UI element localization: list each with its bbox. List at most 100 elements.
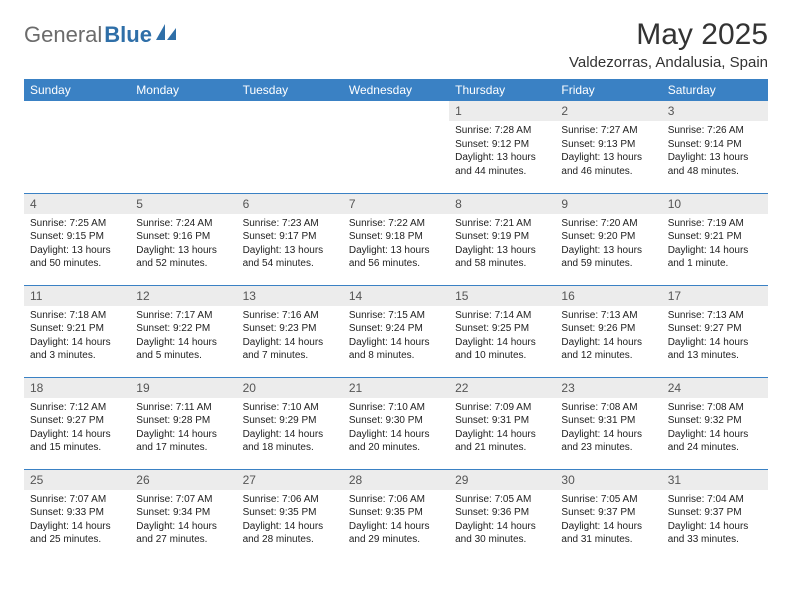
sunset-line: Sunset: 9:12 PM [455, 138, 549, 152]
sunset-line: Sunset: 9:15 PM [30, 230, 124, 244]
sunset-line: Sunset: 9:17 PM [243, 230, 337, 244]
sunset-line: Sunset: 9:34 PM [136, 506, 230, 520]
day-of-week-header: Thursday [449, 79, 555, 101]
day-cell: 3Sunrise: 7:26 AMSunset: 9:14 PMDaylight… [662, 101, 768, 193]
logo: General Blue [24, 22, 176, 48]
daylight-line: Daylight: 14 hours and 28 minutes. [243, 520, 337, 547]
day-number: 9 [555, 194, 661, 214]
week-row: 4Sunrise: 7:25 AMSunset: 9:15 PMDaylight… [24, 193, 768, 285]
day-cell: 7Sunrise: 7:22 AMSunset: 9:18 PMDaylight… [343, 193, 449, 285]
day-cell: 11Sunrise: 7:18 AMSunset: 9:21 PMDayligh… [24, 285, 130, 377]
daylight-line: Daylight: 14 hours and 33 minutes. [668, 520, 762, 547]
daylight-line: Daylight: 14 hours and 31 minutes. [561, 520, 655, 547]
day-body: Sunrise: 7:20 AMSunset: 9:20 PMDaylight:… [555, 214, 661, 275]
day-number: 12 [130, 286, 236, 306]
day-number: 22 [449, 378, 555, 398]
title-block: May 2025 Valdezorras, Andalusia, Spain [569, 18, 768, 71]
sunrise-line: Sunrise: 7:13 AM [668, 309, 762, 323]
day-cell: 8Sunrise: 7:21 AMSunset: 9:19 PMDaylight… [449, 193, 555, 285]
sunset-line: Sunset: 9:27 PM [668, 322, 762, 336]
sunrise-line: Sunrise: 7:06 AM [349, 493, 443, 507]
day-of-week-header: Tuesday [237, 79, 343, 101]
calendar-body: 1Sunrise: 7:28 AMSunset: 9:12 PMDaylight… [24, 101, 768, 561]
daylight-line: Daylight: 14 hours and 27 minutes. [136, 520, 230, 547]
sunrise-line: Sunrise: 7:07 AM [136, 493, 230, 507]
sunrise-line: Sunrise: 7:20 AM [561, 217, 655, 231]
day-number: 16 [555, 286, 661, 306]
day-body: Sunrise: 7:05 AMSunset: 9:37 PMDaylight:… [555, 490, 661, 551]
daylight-line: Daylight: 13 hours and 44 minutes. [455, 151, 549, 178]
day-body: Sunrise: 7:07 AMSunset: 9:34 PMDaylight:… [130, 490, 236, 551]
sunrise-line: Sunrise: 7:07 AM [30, 493, 124, 507]
sunset-line: Sunset: 9:24 PM [349, 322, 443, 336]
day-cell [24, 101, 130, 193]
day-body: Sunrise: 7:10 AMSunset: 9:29 PMDaylight:… [237, 398, 343, 459]
sunrise-line: Sunrise: 7:05 AM [561, 493, 655, 507]
sunset-line: Sunset: 9:19 PM [455, 230, 549, 244]
daylight-line: Daylight: 14 hours and 18 minutes. [243, 428, 337, 455]
day-body: Sunrise: 7:22 AMSunset: 9:18 PMDaylight:… [343, 214, 449, 275]
sunset-line: Sunset: 9:37 PM [561, 506, 655, 520]
sunset-line: Sunset: 9:25 PM [455, 322, 549, 336]
sunset-line: Sunset: 9:20 PM [561, 230, 655, 244]
sunrise-line: Sunrise: 7:04 AM [668, 493, 762, 507]
sunset-line: Sunset: 9:16 PM [136, 230, 230, 244]
daylight-line: Daylight: 13 hours and 56 minutes. [349, 244, 443, 271]
calendar-page: General Blue May 2025 Valdezorras, Andal… [0, 0, 792, 573]
sunrise-line: Sunrise: 7:26 AM [668, 124, 762, 138]
sunset-line: Sunset: 9:33 PM [30, 506, 124, 520]
sunrise-line: Sunrise: 7:27 AM [561, 124, 655, 138]
sunrise-line: Sunrise: 7:23 AM [243, 217, 337, 231]
sunrise-line: Sunrise: 7:21 AM [455, 217, 549, 231]
day-cell: 16Sunrise: 7:13 AMSunset: 9:26 PMDayligh… [555, 285, 661, 377]
sunrise-line: Sunrise: 7:25 AM [30, 217, 124, 231]
daylight-line: Daylight: 14 hours and 21 minutes. [455, 428, 549, 455]
day-cell [237, 101, 343, 193]
daylight-line: Daylight: 14 hours and 1 minute. [668, 244, 762, 271]
sunset-line: Sunset: 9:36 PM [455, 506, 549, 520]
day-of-week-header-row: SundayMondayTuesdayWednesdayThursdayFrid… [24, 79, 768, 101]
sunrise-line: Sunrise: 7:12 AM [30, 401, 124, 415]
week-row: 1Sunrise: 7:28 AMSunset: 9:12 PMDaylight… [24, 101, 768, 193]
daylight-line: Daylight: 14 hours and 30 minutes. [455, 520, 549, 547]
day-body: Sunrise: 7:04 AMSunset: 9:37 PMDaylight:… [662, 490, 768, 551]
week-row: 25Sunrise: 7:07 AMSunset: 9:33 PMDayligh… [24, 469, 768, 561]
daylight-line: Daylight: 13 hours and 46 minutes. [561, 151, 655, 178]
sunrise-line: Sunrise: 7:10 AM [349, 401, 443, 415]
day-number: 27 [237, 470, 343, 490]
sunset-line: Sunset: 9:29 PM [243, 414, 337, 428]
day-cell [130, 101, 236, 193]
day-cell: 25Sunrise: 7:07 AMSunset: 9:33 PMDayligh… [24, 469, 130, 561]
daylight-line: Daylight: 14 hours and 5 minutes. [136, 336, 230, 363]
day-number: 6 [237, 194, 343, 214]
day-number: 5 [130, 194, 236, 214]
sunset-line: Sunset: 9:13 PM [561, 138, 655, 152]
daylight-line: Daylight: 14 hours and 23 minutes. [561, 428, 655, 455]
sunset-line: Sunset: 9:32 PM [668, 414, 762, 428]
daylight-line: Daylight: 14 hours and 24 minutes. [668, 428, 762, 455]
day-cell: 21Sunrise: 7:10 AMSunset: 9:30 PMDayligh… [343, 377, 449, 469]
day-number: 31 [662, 470, 768, 490]
day-number: 30 [555, 470, 661, 490]
daylight-line: Daylight: 14 hours and 7 minutes. [243, 336, 337, 363]
day-cell: 9Sunrise: 7:20 AMSunset: 9:20 PMDaylight… [555, 193, 661, 285]
day-cell: 30Sunrise: 7:05 AMSunset: 9:37 PMDayligh… [555, 469, 661, 561]
sunset-line: Sunset: 9:22 PM [136, 322, 230, 336]
daylight-line: Daylight: 14 hours and 17 minutes. [136, 428, 230, 455]
day-number: 2 [555, 101, 661, 121]
day-body: Sunrise: 7:10 AMSunset: 9:30 PMDaylight:… [343, 398, 449, 459]
day-number: 18 [24, 378, 130, 398]
daylight-line: Daylight: 13 hours and 58 minutes. [455, 244, 549, 271]
sunset-line: Sunset: 9:23 PM [243, 322, 337, 336]
daylight-line: Daylight: 13 hours and 54 minutes. [243, 244, 337, 271]
calendar-table: SundayMondayTuesdayWednesdayThursdayFrid… [24, 79, 768, 561]
day-cell: 29Sunrise: 7:05 AMSunset: 9:36 PMDayligh… [449, 469, 555, 561]
day-body: Sunrise: 7:12 AMSunset: 9:27 PMDaylight:… [24, 398, 130, 459]
day-body: Sunrise: 7:16 AMSunset: 9:23 PMDaylight:… [237, 306, 343, 367]
day-body: Sunrise: 7:06 AMSunset: 9:35 PMDaylight:… [343, 490, 449, 551]
day-body: Sunrise: 7:19 AMSunset: 9:21 PMDaylight:… [662, 214, 768, 275]
sunrise-line: Sunrise: 7:08 AM [561, 401, 655, 415]
sunrise-line: Sunrise: 7:24 AM [136, 217, 230, 231]
daylight-line: Daylight: 13 hours and 50 minutes. [30, 244, 124, 271]
day-cell: 17Sunrise: 7:13 AMSunset: 9:27 PMDayligh… [662, 285, 768, 377]
